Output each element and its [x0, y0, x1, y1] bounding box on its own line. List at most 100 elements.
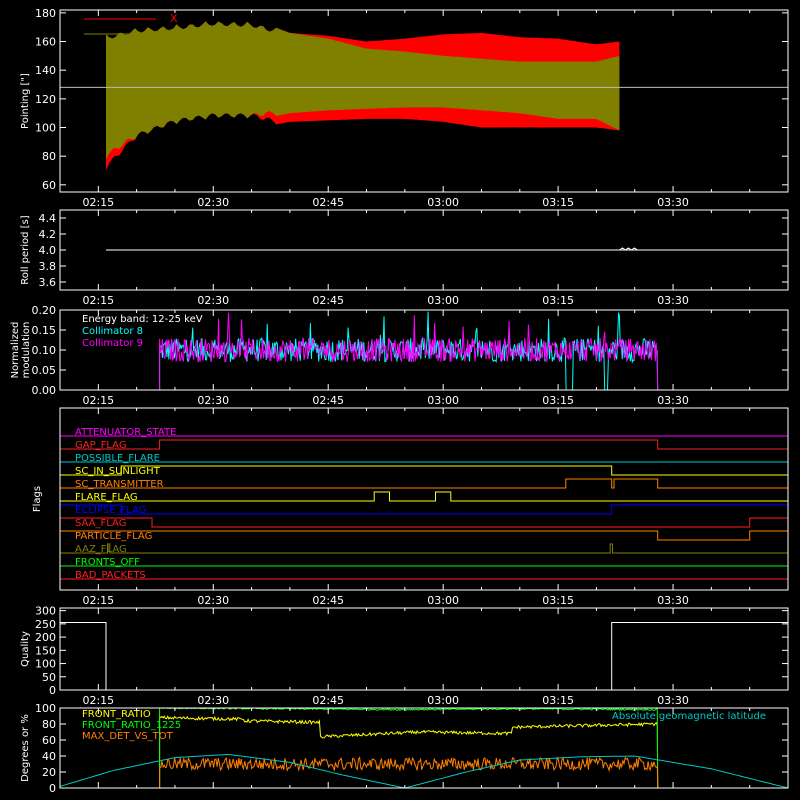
flag-line-saa-flag [59, 517, 789, 528]
legend-collimator-8: Collimator 8 [82, 326, 143, 337]
flag-label-sc-in-sunlight: SC_IN_SUNLIGHT [75, 466, 161, 477]
ratios-ytick-label: 60 [42, 734, 56, 747]
ratios-ytick-label: 20 [42, 766, 56, 779]
roll-period-panel: 3.6 3.8 4.0 4.2 4.4 02:15 02:30 02:45 03:00 03:15… [20, 209, 789, 307]
ratios-ytick-label: 100 [35, 702, 56, 715]
pointing-ytick-label: 60 [42, 179, 56, 192]
quality-ytick-label: 200 [35, 631, 56, 644]
ratios-ytick-label: 80 [42, 718, 56, 731]
roll-frame [59, 209, 789, 291]
quality-ytick-label: 100 [35, 658, 56, 671]
pointing-ytick-label: 100 [35, 122, 56, 135]
modulation-ytick-label: 0.05 [32, 364, 57, 377]
roll-xtick-label: 03:15 [542, 294, 574, 307]
roll-ytick-label: 4.4 [39, 212, 57, 225]
quality-line [60, 622, 788, 691]
flag-label-eclipse-flag: ECLIPSE_FLAG [75, 505, 146, 516]
modulation-frame [59, 309, 789, 391]
quality-ytick-label: 250 [35, 618, 56, 631]
legend-collimator-9: Collimator 9 [82, 338, 143, 349]
flag-label-flare-flag: FLARE_FLAG [75, 492, 138, 503]
flag-label-particle-flag: PARTICLE_FLAG [75, 531, 152, 542]
flag-line-particle-flag [59, 530, 789, 541]
quality-xtick-label: 03:15 [542, 694, 574, 707]
quality-xtick-label: 03:30 [657, 694, 689, 707]
flags-panel: ATTENUATOR_STATE GAP_FLAG POSSIBLE_FLARE SC… [32, 407, 789, 607]
modulation-ytick-label: 0.10 [32, 344, 57, 357]
roll-xtick-label: 02:30 [197, 294, 229, 307]
ratios-series-absolute-geomagnetic-latitude [59, 753, 789, 789]
geomag-latitude-label: Absolute geomagnetic latitude [612, 711, 766, 722]
quality-frame [59, 607, 789, 691]
flags-xtick-label: 03:15 [542, 594, 574, 607]
roll-xtick-label: 03:00 [427, 294, 459, 307]
flag-label-aaz-flag: AAZ_FLAG [75, 544, 127, 555]
roll-period-wiggle [619, 247, 638, 251]
ratios-ytick-label: 0 [49, 782, 56, 795]
modulation-ylabel-line1: Normalized [10, 322, 21, 379]
flag-label-attenuator-state: ATTENUATOR_STATE [75, 427, 176, 438]
quality-ytick-label: 300 [35, 605, 56, 618]
roll-ylabel: Roll period [s] [20, 215, 31, 284]
flags-xtick-label: 02:15 [82, 594, 114, 607]
pointing-ytick-label: 120 [35, 93, 56, 106]
flag-label-gap-flag: GAP_FLAG [75, 440, 127, 451]
pointing-frame [59, 9, 789, 193]
quality-ytick-label: 50 [42, 671, 56, 684]
modulation-xtick-label: 02:30 [197, 394, 229, 407]
flag-line-flare-flag [60, 491, 788, 502]
flags-frame [59, 407, 789, 591]
roll-ytick-label: 3.8 [39, 260, 57, 273]
flag-label-bad-packets: BAD_PACKETS [75, 570, 146, 581]
legend-max-det-vs-tot: MAX_DET_VS_TOT [82, 731, 174, 742]
modulation-panel: 0.00 0.05 0.10 0.15 0.20 Energy band: 12-25 k… [10, 304, 789, 407]
flags-xtick-label: 03:30 [657, 594, 689, 607]
roll-xtick-label: 03:30 [657, 294, 689, 307]
roll-xtick-label: 02:15 [82, 294, 114, 307]
roll-ytick-label: 4.2 [39, 228, 57, 241]
flags-xtick-label: 03:00 [427, 594, 459, 607]
pointing-ytick-label: 140 [35, 64, 56, 77]
modulation-xtick-label: 03:00 [427, 394, 459, 407]
modulation-xtick-label: 03:30 [657, 394, 689, 407]
flag-line-eclipse-flag [59, 504, 789, 515]
flag-line-aaz-flag [60, 543, 788, 554]
modulation-xtick-label: 02:15 [82, 394, 114, 407]
roll-xtick-label: 02:45 [312, 294, 344, 307]
pointing-panel: XY 02:15 02:30 02:45 03:00 03:15 03:30 60 80 100 1… [20, 7, 789, 209]
pointing-xtick-label: 03:30 [657, 196, 689, 209]
ratios-frame [59, 707, 789, 789]
ratios-series-front-ratio-1225 [159, 707, 659, 789]
ratios-series-front-ratio [159, 715, 659, 789]
pointing-band-y [106, 21, 620, 159]
flag-line-sc-transmitter [60, 478, 788, 489]
flag-line-sc-in-sunlight [60, 465, 788, 476]
quality-xtick-label: 02:30 [197, 694, 229, 707]
modulation-ytick-label: 0.15 [32, 324, 57, 337]
ratios-series-max-det-vs-tot [159, 755, 659, 789]
legend-y-label: Y [169, 27, 177, 40]
quality-ytick-label: 0 [49, 684, 56, 697]
pointing-xtick-label: 02:15 [82, 196, 114, 209]
modulation-xtick-label: 02:45 [312, 394, 344, 407]
flag-label-sc-transmitter: SC_TRANSMITTER [75, 479, 164, 490]
flags-ylabel: Flags [32, 486, 43, 512]
roll-ytick-label: 4.0 [39, 244, 57, 257]
legend-x-label: X [170, 12, 178, 25]
roll-ytick-label: 3.6 [39, 276, 57, 289]
ratios-ylabel: Degrees or % [20, 714, 31, 782]
flag-label-possible-flare: POSSIBLE_FLARE [75, 453, 160, 464]
modulation-ytick-label: 0.00 [32, 384, 57, 397]
ratios-ytick-label: 40 [42, 750, 56, 763]
modulation-xtick-label: 03:15 [542, 394, 574, 407]
modulation-energy-band: Energy band: 12-25 keV [82, 314, 203, 325]
flags-xtick-label: 02:30 [197, 594, 229, 607]
pointing-xtick-label: 03:15 [542, 196, 574, 209]
pointing-ytick-label: 160 [35, 36, 56, 49]
flag-label-saa-flag: SAA_FLAG [75, 518, 126, 529]
modulation-ytick-label: 0.20 [32, 304, 57, 317]
quality-ytick-label: 150 [35, 644, 56, 657]
pointing-ylabel: Pointing ["] [20, 73, 31, 129]
